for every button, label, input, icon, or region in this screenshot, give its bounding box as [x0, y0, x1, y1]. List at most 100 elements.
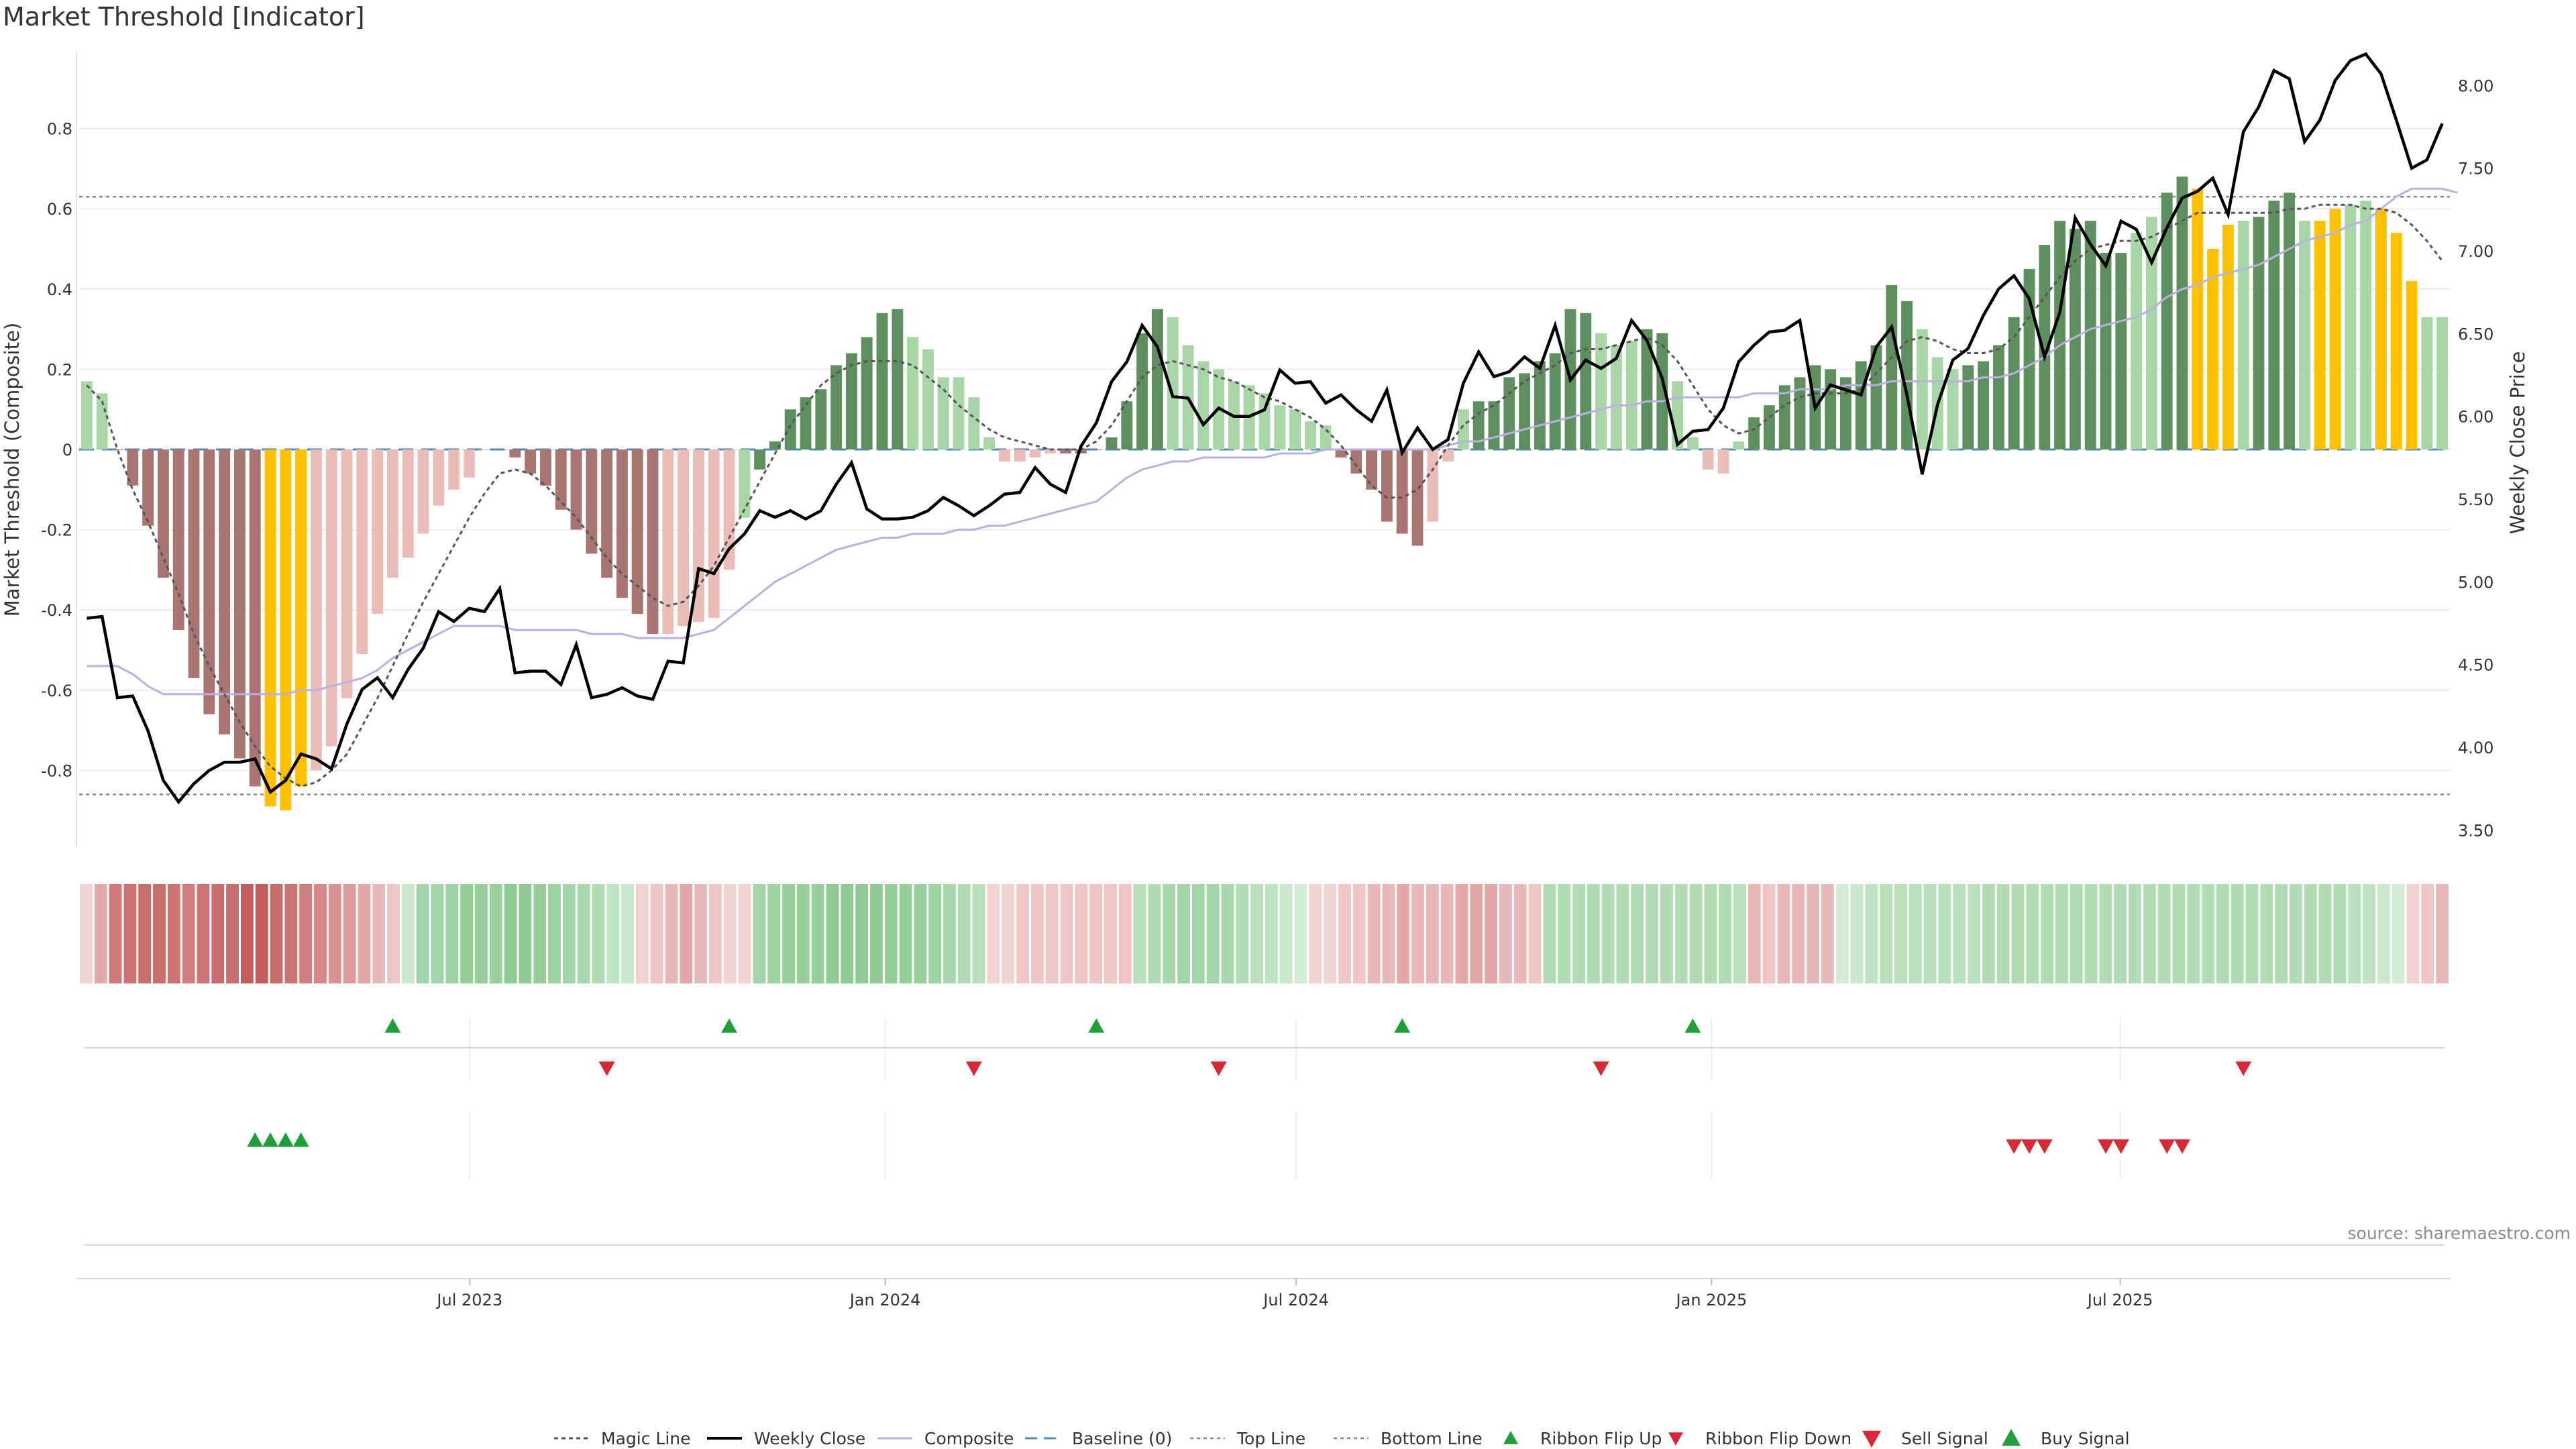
ribbon-cell — [1016, 884, 1029, 983]
x-tick-label: Jul 2024 — [1262, 1291, 1329, 1309]
legend-item-bottom: Bottom Line — [1334, 1429, 1483, 1448]
composite-bar — [295, 449, 307, 787]
ribbon-cell — [2187, 884, 2200, 983]
composite-bar — [1090, 449, 1102, 450]
ribbon-cell — [1060, 884, 1073, 983]
composite-bar — [1794, 377, 1806, 449]
left-y-tick-label: 0 — [62, 441, 72, 460]
composite-bar — [494, 449, 506, 450]
composite-bar — [1978, 361, 1990, 449]
ribbon-cell — [1411, 884, 1424, 983]
ribbon-cell — [1982, 884, 1995, 983]
legend: Magic Line Weekly Close Composite Baseline … — [554, 1429, 2130, 1448]
ribbon-cell — [1894, 884, 1907, 983]
ribbon-cell — [1777, 884, 1790, 983]
composite-bar — [1916, 329, 1928, 449]
composite-bar — [678, 449, 690, 627]
composite-bar — [325, 449, 337, 747]
legend-item-composite: Composite — [877, 1429, 1014, 1448]
composite-bar — [1625, 341, 1638, 449]
ribbon-cell — [782, 884, 795, 983]
ribbon-cell — [1807, 884, 1819, 983]
composite-bar — [372, 449, 384, 614]
ribbon-cell — [401, 884, 415, 983]
composite-bar — [280, 449, 292, 811]
composite-bar — [2054, 221, 2066, 449]
composite-bar — [586, 449, 598, 554]
ribbon-cell — [1118, 884, 1132, 983]
magic-line — [86, 203, 2443, 788]
composite-bar — [754, 449, 766, 470]
ribbon-cell — [2084, 884, 2098, 983]
ribbon-cell — [1104, 884, 1117, 983]
legend-swatch — [1862, 1430, 1881, 1448]
composite-bar — [2145, 217, 2157, 449]
composite-bar — [2131, 233, 2143, 449]
composite-bar — [1778, 385, 1790, 449]
ribbon-cell — [2318, 884, 2332, 983]
composite-bar — [631, 449, 643, 614]
ribbon-cell — [957, 884, 971, 983]
composite-bar — [2222, 225, 2234, 449]
x-tick-label: Jan 2024 — [849, 1291, 921, 1309]
source-note: source: sharemaestro.com — [2348, 1224, 2571, 1243]
composite-bar — [1947, 369, 1959, 449]
x-tick-label: Jul 2025 — [2086, 1291, 2153, 1309]
composite-bar — [1366, 449, 1378, 490]
ribbon-cell — [489, 884, 502, 983]
composite-bar — [2390, 233, 2402, 449]
composite-bar — [2314, 221, 2326, 449]
composite-bar — [2069, 229, 2081, 449]
ribbon-cell — [2157, 884, 2171, 983]
composite-bar — [1717, 449, 1729, 474]
ribbon-cell — [928, 884, 942, 983]
buy-signal-marker — [262, 1132, 278, 1147]
composite-bar — [157, 449, 169, 578]
legend-swatch — [2002, 1429, 2021, 1446]
ribbon-cell — [1352, 884, 1366, 983]
left-y-tick-label: 0.6 — [47, 200, 72, 219]
composite-bar — [1610, 345, 1622, 449]
ribbon-cell — [870, 884, 883, 983]
ribbon-cell — [1045, 884, 1059, 983]
composite-bar — [188, 449, 200, 678]
ribbon-cell — [1440, 884, 1454, 983]
ribbon-cell — [1689, 884, 1703, 983]
composite-bar — [2039, 245, 2051, 449]
composite-bar — [616, 449, 628, 598]
ribbon-cell — [914, 884, 927, 983]
ribbon-cell — [284, 884, 298, 983]
ribbon-cell — [1572, 884, 1585, 983]
sell-signal-marker — [2021, 1139, 2037, 1154]
left-y-tick-label: 0.4 — [47, 280, 72, 299]
composite-bar — [1014, 449, 1026, 462]
composite-bar — [800, 397, 812, 449]
ribbon-cell — [1367, 884, 1381, 983]
buy-signal-marker — [292, 1132, 309, 1147]
ribbon-cell — [533, 884, 547, 983]
weekly-close-line — [87, 52, 2444, 805]
ribbon-cell — [753, 884, 766, 983]
ribbon-cell — [211, 884, 225, 983]
ribbon-cell — [680, 884, 693, 983]
left-y-tick-label: -0.2 — [41, 521, 72, 540]
composite-bar — [1549, 353, 1561, 449]
composite-bar — [310, 449, 322, 771]
ribbon-cell — [1601, 884, 1615, 983]
composite-bar — [1641, 329, 1653, 449]
composite-bar — [448, 449, 460, 490]
ribbon-cell — [694, 884, 708, 983]
ribbon-cell — [1485, 884, 1498, 983]
ribbon-cell — [1558, 884, 1571, 983]
composite-bar — [998, 449, 1010, 462]
composite-bar — [1503, 377, 1515, 449]
composite-bar — [1427, 449, 1439, 522]
composite-bar — [1442, 449, 1454, 462]
ribbon-cell — [1324, 884, 1337, 983]
ribbon-cell — [2055, 884, 2068, 983]
ribbon-cell — [943, 884, 956, 983]
composite-bar — [1825, 369, 1837, 449]
ribbon-cell — [1075, 884, 1088, 983]
legend-item-top: Top Line — [1190, 1429, 1305, 1448]
right-y-tick-label: 6.50 — [2458, 325, 2493, 343]
